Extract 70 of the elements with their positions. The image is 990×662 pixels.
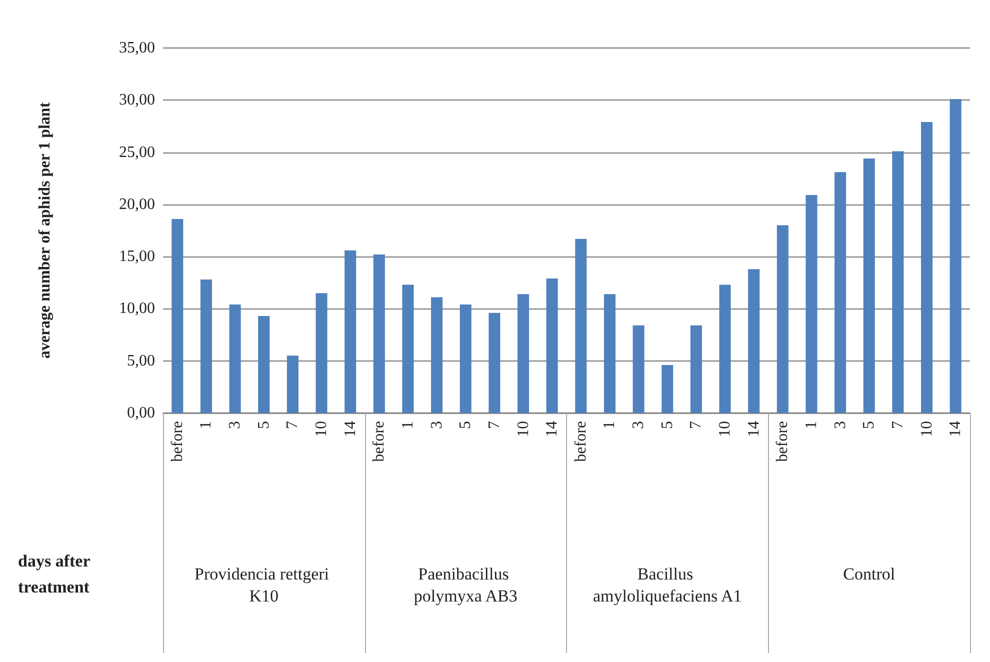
bar: [575, 238, 587, 413]
x-tick-label: before: [774, 421, 792, 462]
x-tick-label: 1: [198, 421, 215, 429]
x-tick-label: 7: [284, 421, 302, 429]
bar: [834, 172, 846, 413]
text: days after treatment: [18, 552, 91, 596]
text: Bacillus amyloliquefaciens A1: [593, 564, 742, 606]
bar: [748, 269, 760, 413]
bar: [662, 365, 674, 413]
y-tick-label: 15,00: [119, 248, 155, 266]
bar: [776, 225, 788, 413]
bar: [286, 356, 298, 413]
bar: [258, 316, 270, 413]
x-tick-label: 10: [716, 421, 734, 437]
x-tick-label: 7: [486, 421, 503, 429]
bar: [690, 325, 702, 413]
bar: [460, 304, 472, 413]
x-tick-label: before: [370, 421, 388, 462]
bar: [632, 325, 644, 413]
bar: [719, 284, 731, 413]
x-tick-label: 10: [514, 421, 532, 437]
x-tick-label: 1: [399, 421, 416, 429]
bar: [373, 254, 385, 413]
x-tick-label: 5: [860, 421, 878, 429]
y-tick-label: 25,00: [119, 144, 155, 161]
x-tick-label: 14: [342, 421, 359, 437]
x-tick-label: 7: [889, 421, 906, 429]
bar: [892, 151, 904, 413]
x-tick-label: 3: [428, 421, 446, 429]
x-tick-label: 5: [255, 421, 272, 429]
bar: [431, 297, 443, 413]
x-tick-label: 10: [918, 421, 936, 437]
bar: [806, 195, 818, 413]
x-tick-label: 14: [745, 421, 762, 437]
x-tick-label: 1: [802, 421, 820, 429]
y-tick-label: 20,00: [119, 196, 155, 213]
bar: [402, 284, 414, 413]
x-tick-label: 14: [947, 421, 964, 437]
y-tick-label: 5,00: [127, 352, 155, 370]
x-tick-label: 7: [688, 421, 705, 429]
x-tick-label: before: [168, 421, 186, 462]
x-tick-label: 3: [630, 421, 648, 429]
bar: [518, 294, 530, 413]
text: Providencia rettgeri K10: [194, 564, 334, 606]
y-axis-title: average number of aphids per 1 plant: [36, 102, 54, 359]
x-tick-label: before: [572, 421, 590, 462]
y-tick-label: 0,00: [127, 404, 155, 422]
x-tick-label: 14: [544, 421, 561, 437]
x-tick-label: 10: [313, 421, 330, 437]
x-tick-label: 1: [601, 421, 618, 429]
bar: [316, 293, 328, 413]
y-tick-label: 35,00: [119, 40, 155, 56]
y-tick-label: 30,00: [119, 92, 155, 109]
bar: [229, 304, 241, 413]
bar: [200, 280, 212, 413]
bar: [546, 278, 558, 413]
text: Control: [843, 564, 896, 584]
x-tick-label: 5: [457, 421, 474, 429]
bar: [172, 219, 184, 413]
bar: [604, 294, 616, 413]
bar: [488, 312, 500, 413]
bar: [863, 158, 875, 413]
bar: [950, 99, 962, 413]
x-tick-label: 3: [832, 421, 849, 429]
x-tick-label: 5: [658, 421, 676, 429]
bar: [921, 122, 933, 413]
y-tick-label: 10,00: [119, 300, 155, 318]
x-tick-label: 3: [226, 421, 244, 429]
text: Paenibacillus polymyxa AB3: [414, 564, 518, 606]
bar: [344, 250, 356, 413]
